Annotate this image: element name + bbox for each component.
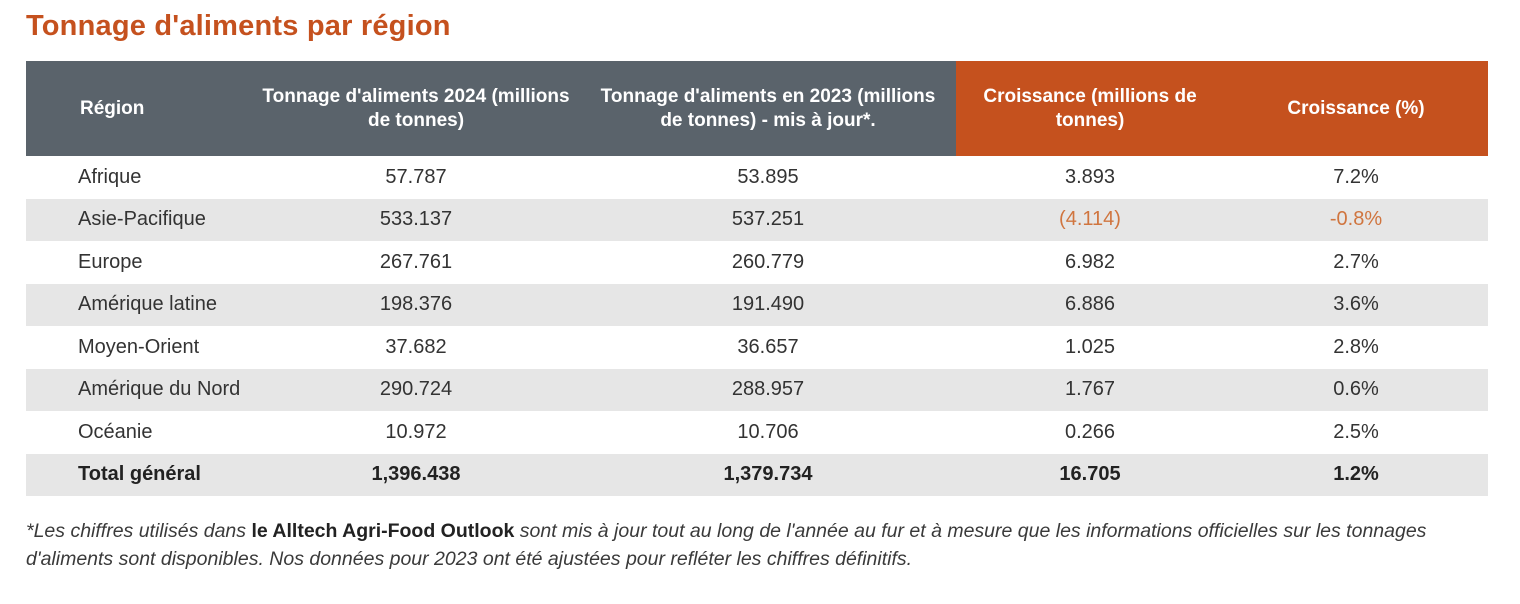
cell-total-label: Total général	[26, 453, 252, 496]
cell-tonnage-2023: 537.251	[580, 198, 956, 241]
cell-region: Moyen-Orient	[78, 335, 200, 358]
cell-growth-percent: 0.6%	[1224, 368, 1488, 411]
cell-total-2024: 1,396.438	[252, 453, 580, 496]
header-tonnage-2023: Tonnage d'aliments en 2023 (millions de …	[580, 61, 956, 156]
cell-tonnage-2023: 53.895	[737, 165, 799, 188]
cell-region: Afrique	[78, 165, 142, 188]
table-total-row: Total général 1,396.438 1,379.734 16.705…	[26, 453, 1488, 496]
cell-tonnage-2024: 37.682	[385, 335, 447, 358]
header-growth-tonnes: Croissance (millions de tonnes)	[956, 61, 1224, 156]
cell-tonnage-2023: 260.779	[731, 250, 805, 273]
cell-growth-tonnes: 6.982	[1064, 250, 1116, 273]
footnote: *Les chiffres utilisés dans le Alltech A…	[26, 517, 1496, 573]
cell-growth-percent: 3.6%	[1224, 283, 1488, 326]
page-title: Tonnage d'aliments par région	[26, 10, 451, 42]
cell-tonnage-2023: 191.490	[580, 283, 956, 326]
cell-region: Europe	[78, 250, 143, 273]
cell-tonnage-2024: 290.724	[252, 368, 580, 411]
cell-tonnage-2024: 57.787	[385, 165, 447, 188]
table-row: Europe 267.761 260.779 6.982 2.7%	[26, 241, 1488, 284]
cell-growth-tonnes: 3.893	[1064, 165, 1116, 188]
cell-region: Amérique du Nord	[26, 368, 252, 411]
footnote-text-end: sont mis à jour tout au long de l'année …	[26, 520, 1427, 570]
cell-growth-tonnes: 0.266	[1064, 420, 1116, 443]
cell-tonnage-2024: 10.972	[385, 420, 447, 443]
footnote-brand: le Alltech Agri-Food Outlook	[251, 520, 515, 542]
cell-growth-tonnes: 1.767	[956, 368, 1224, 411]
table-row: Amérique du Nord 290.724 288.957 1.767 0…	[26, 368, 1488, 411]
cell-region: Amérique latine	[26, 283, 252, 326]
header-growth-percent: Croissance (%)	[1224, 61, 1488, 156]
cell-tonnage-2024: 198.376	[252, 283, 580, 326]
header-region: Région	[26, 61, 252, 156]
cell-tonnage-2024: 533.137	[252, 198, 580, 241]
footnote-text-start: *Les chiffres utilisés dans	[26, 520, 252, 542]
table-row: Asie-Pacifique 533.137 537.251 (4.114) -…	[26, 198, 1488, 241]
table-row: Moyen-Orient 37.682 36.657 1.025 2.8%	[26, 326, 1488, 369]
table-header-row: Région Tonnage d'aliments 2024 (millions…	[26, 61, 1488, 156]
feed-tonnage-table: Région Tonnage d'aliments 2024 (millions…	[26, 61, 1488, 496]
header-tonnage-2024: Tonnage d'aliments 2024 (millions de ton…	[252, 61, 580, 156]
cell-growth-percent: 2.7%	[1333, 250, 1379, 273]
cell-total-growth-tonnes: 16.705	[956, 453, 1224, 496]
cell-region: Océanie	[78, 420, 153, 443]
cell-tonnage-2024: 267.761	[379, 250, 453, 273]
cell-region: Asie-Pacifique	[26, 198, 252, 241]
table-row: Amérique latine 198.376 191.490 6.886 3.…	[26, 283, 1488, 326]
cell-total-growth-percent: 1.2%	[1224, 453, 1488, 496]
cell-growth-tonnes: 1.025	[1064, 335, 1116, 358]
cell-growth-percent: -0.8%	[1224, 198, 1488, 241]
cell-tonnage-2023: 10.706	[737, 420, 799, 443]
cell-growth-percent: 2.8%	[1333, 335, 1379, 358]
cell-growth-tonnes: 6.886	[956, 283, 1224, 326]
cell-growth-percent: 2.5%	[1333, 420, 1379, 443]
cell-tonnage-2023: 36.657	[737, 335, 799, 358]
cell-growth-percent: 7.2%	[1333, 165, 1379, 188]
table-row: Afrique 57.787 53.895 3.893 7.2%	[26, 156, 1488, 199]
cell-total-2023: 1,379.734	[580, 453, 956, 496]
cell-tonnage-2023: 288.957	[580, 368, 956, 411]
table-row: Océanie 10.972 10.706 0.266 2.5%	[26, 411, 1488, 454]
cell-growth-tonnes: (4.114)	[956, 198, 1224, 241]
